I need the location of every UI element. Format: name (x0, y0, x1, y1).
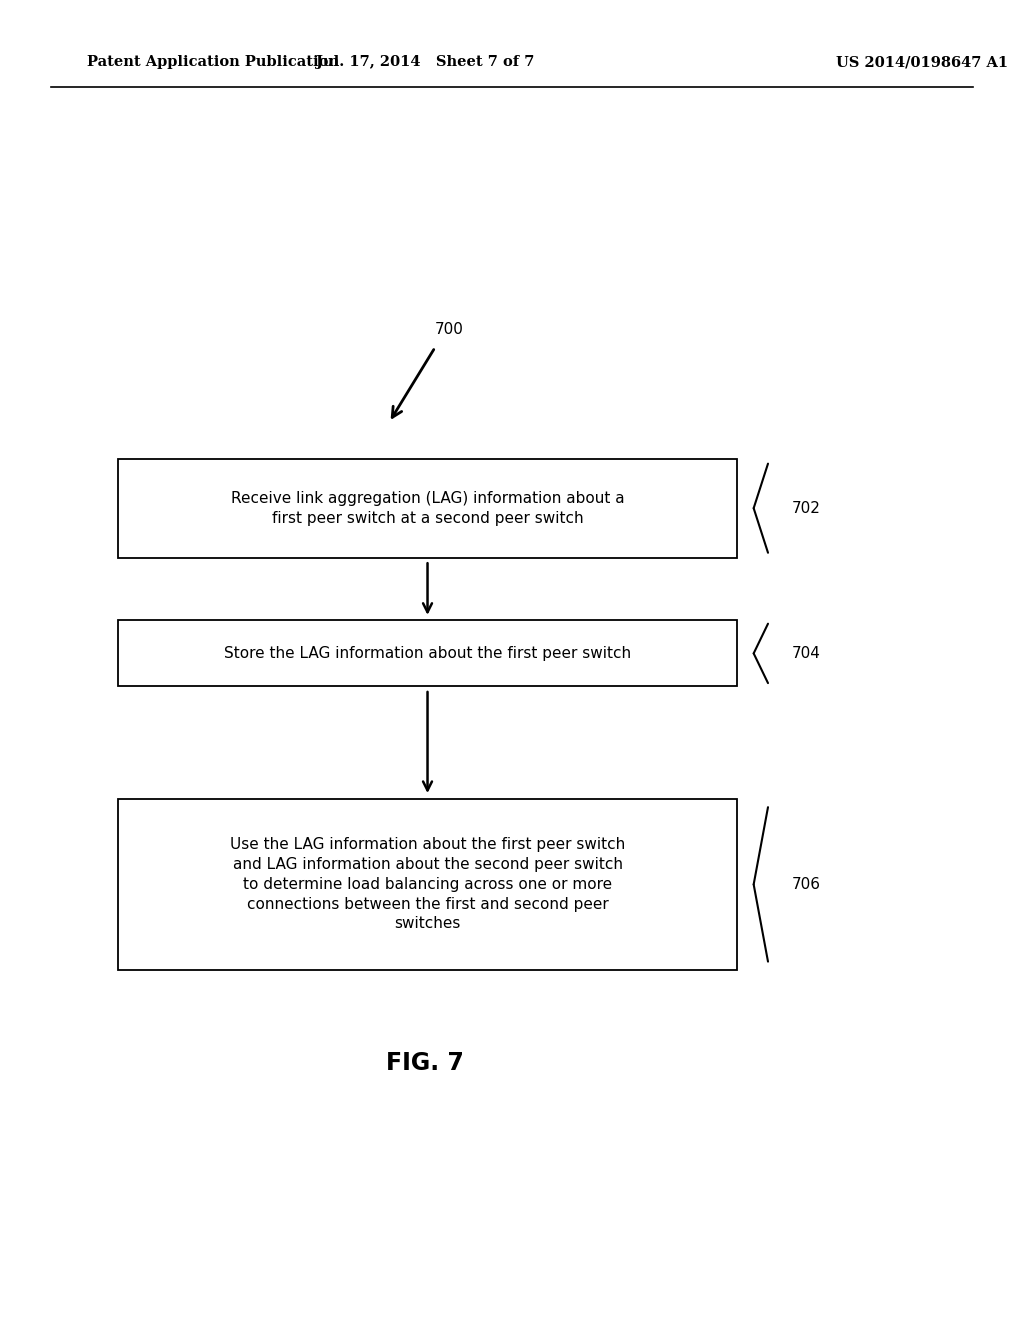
Text: FIG. 7: FIG. 7 (386, 1051, 464, 1074)
Text: Patent Application Publication: Patent Application Publication (87, 55, 339, 69)
Text: 702: 702 (792, 500, 820, 516)
Bar (118, 620, 737, 686)
Bar (118, 799, 737, 970)
Text: Jul. 17, 2014   Sheet 7 of 7: Jul. 17, 2014 Sheet 7 of 7 (315, 55, 535, 69)
Text: 706: 706 (792, 876, 820, 892)
Text: Use the LAG information about the first peer switch
and LAG information about th: Use the LAG information about the first … (230, 837, 625, 932)
Text: US 2014/0198647 A1: US 2014/0198647 A1 (836, 55, 1008, 69)
Text: 704: 704 (792, 645, 820, 661)
Text: Receive link aggregation (LAG) information about a
first peer switch at a second: Receive link aggregation (LAG) informati… (230, 491, 625, 525)
Text: 700: 700 (435, 322, 464, 337)
Bar (118, 459, 737, 557)
Text: Store the LAG information about the first peer switch: Store the LAG information about the firs… (224, 645, 631, 661)
